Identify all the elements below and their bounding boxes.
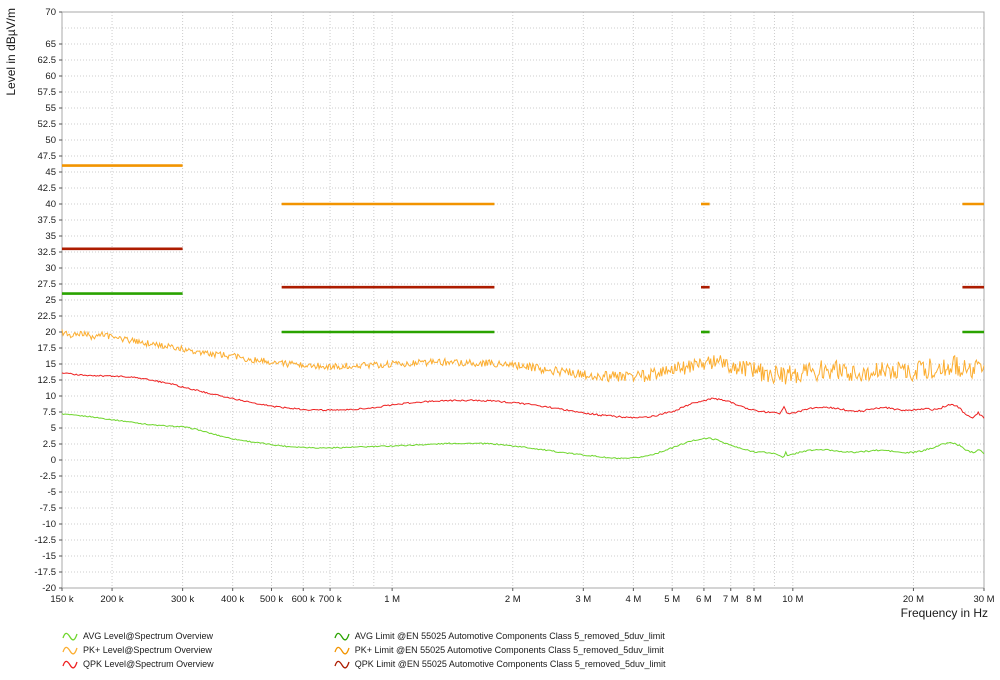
avg-limit-trace-icon <box>334 632 350 641</box>
svg-text:30 M: 30 M <box>973 594 994 605</box>
legend-measured-column: AVG Level@Spectrum Overview PK+ Level@Sp… <box>62 630 214 670</box>
qpk-limit-trace-icon <box>334 660 350 669</box>
svg-text:50: 50 <box>45 135 56 146</box>
legend-item-avg-level: AVG Level@Spectrum Overview <box>62 630 214 642</box>
svg-text:-5: -5 <box>48 487 56 498</box>
svg-text:4 M: 4 M <box>625 594 641 605</box>
svg-text:40: 40 <box>45 199 56 210</box>
svg-text:35: 35 <box>45 231 56 242</box>
svg-text:-17.5: -17.5 <box>34 567 56 578</box>
svg-text:25: 25 <box>45 295 56 306</box>
x-axis-title: Frequency in Hz <box>900 606 988 620</box>
legend-label-pk-level: PK+ Level@Spectrum Overview <box>83 645 212 655</box>
svg-text:30: 30 <box>45 263 56 274</box>
svg-text:62.5: 62.5 <box>38 55 57 66</box>
svg-text:7 M: 7 M <box>723 594 739 605</box>
svg-text:-2.5: -2.5 <box>40 471 56 482</box>
svg-text:6 M: 6 M <box>696 594 712 605</box>
pk-limit-trace-icon <box>334 646 350 655</box>
svg-text:65: 65 <box>45 39 56 50</box>
legend-item-qpk-limit: QPK Limit @EN 55025 Automotive Component… <box>334 658 666 670</box>
legend: AVG Level@Spectrum Overview PK+ Level@Sp… <box>62 630 665 670</box>
svg-text:600 k: 600 k <box>292 594 315 605</box>
qpk-level-trace-icon <box>62 660 78 669</box>
legend-item-avg-limit: AVG Limit @EN 55025 Automotive Component… <box>334 630 666 642</box>
svg-text:400 k: 400 k <box>221 594 244 605</box>
svg-text:10: 10 <box>45 391 56 402</box>
svg-text:27.5: 27.5 <box>38 279 57 290</box>
legend-item-qpk-level: QPK Level@Spectrum Overview <box>62 658 214 670</box>
svg-text:7.5: 7.5 <box>43 407 56 418</box>
avg-level-trace-icon <box>62 632 78 641</box>
svg-text:52.5: 52.5 <box>38 119 57 130</box>
svg-text:22.5: 22.5 <box>38 311 57 322</box>
svg-text:57.5: 57.5 <box>38 87 57 98</box>
legend-label-qpk-limit: QPK Limit @EN 55025 Automotive Component… <box>354 659 666 669</box>
svg-text:10 M: 10 M <box>782 594 803 605</box>
svg-text:15: 15 <box>45 359 56 370</box>
chart-canvas: 706562.56057.55552.55047.54542.54037.535… <box>34 7 994 605</box>
svg-text:42.5: 42.5 <box>38 183 57 194</box>
legend-label-avg-limit: AVG Limit @EN 55025 Automotive Component… <box>354 631 665 641</box>
svg-text:12.5: 12.5 <box>38 375 57 386</box>
svg-text:0: 0 <box>51 455 56 466</box>
svg-text:150 k: 150 k <box>50 594 73 605</box>
svg-text:2.5: 2.5 <box>43 439 56 450</box>
legend-label-avg-level: AVG Level@Spectrum Overview <box>83 631 214 641</box>
legend-label-pk-limit: PK+ Limit @EN 55025 Automotive Component… <box>354 645 664 655</box>
svg-text:60: 60 <box>45 71 56 82</box>
svg-text:-15: -15 <box>42 551 56 562</box>
svg-text:37.5: 37.5 <box>38 215 57 226</box>
svg-text:20 M: 20 M <box>903 594 924 605</box>
svg-text:47.5: 47.5 <box>38 151 57 162</box>
svg-text:1 M: 1 M <box>384 594 400 605</box>
svg-text:-12.5: -12.5 <box>34 535 56 546</box>
svg-text:17.5: 17.5 <box>38 343 57 354</box>
svg-text:-7.5: -7.5 <box>40 503 56 514</box>
svg-text:-10: -10 <box>42 519 56 530</box>
svg-text:500 k: 500 k <box>260 594 283 605</box>
svg-text:300 k: 300 k <box>171 594 194 605</box>
legend-item-pk-limit: PK+ Limit @EN 55025 Automotive Component… <box>334 644 666 656</box>
legend-limit-column: AVG Limit @EN 55025 Automotive Component… <box>334 630 666 670</box>
pk-level-trace-icon <box>62 646 78 655</box>
legend-item-pk-level: PK+ Level@Spectrum Overview <box>62 644 214 656</box>
svg-text:2 M: 2 M <box>505 594 521 605</box>
svg-text:-20: -20 <box>42 583 56 594</box>
svg-text:55: 55 <box>45 103 56 114</box>
svg-text:200 k: 200 k <box>100 594 123 605</box>
svg-text:8 M: 8 M <box>746 594 762 605</box>
legend-label-qpk-level: QPK Level@Spectrum Overview <box>83 659 214 669</box>
svg-text:700 k: 700 k <box>318 594 341 605</box>
svg-text:45: 45 <box>45 167 56 178</box>
svg-text:3 M: 3 M <box>575 594 591 605</box>
svg-text:5 M: 5 M <box>664 594 680 605</box>
svg-text:5: 5 <box>51 423 56 434</box>
svg-text:20: 20 <box>45 327 56 338</box>
svg-text:70: 70 <box>45 7 56 18</box>
svg-text:32.5: 32.5 <box>38 247 57 258</box>
